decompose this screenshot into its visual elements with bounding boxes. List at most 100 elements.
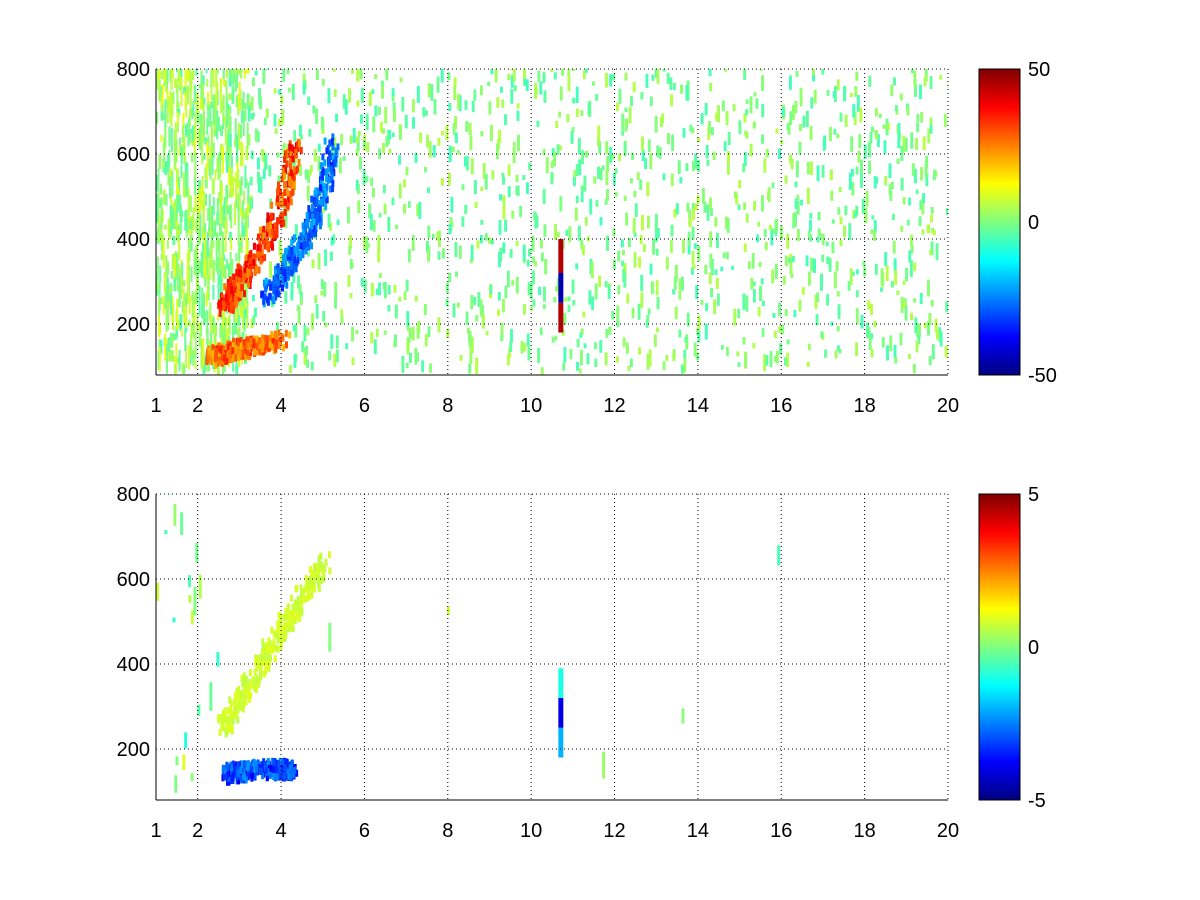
heatmap-cell	[156, 281, 159, 289]
heatmap-cell	[731, 265, 735, 270]
heatmap-cell	[191, 141, 195, 146]
heatmap-cell	[236, 295, 240, 303]
heatmap-cell	[577, 137, 581, 155]
heatmap-cell	[725, 346, 729, 356]
heatmap-cell	[293, 234, 297, 242]
heatmap-cell	[263, 293, 267, 301]
heatmap-cell	[209, 302, 212, 319]
heatmap-cell	[241, 332, 245, 347]
heatmap-cell	[332, 169, 336, 177]
heatmap-cell	[319, 171, 323, 179]
heatmap-cell	[278, 341, 282, 349]
heatmap-cell	[284, 607, 288, 615]
heatmap-cell	[308, 235, 312, 243]
heatmap-cell	[231, 760, 235, 768]
heatmap-cell	[836, 325, 840, 332]
heatmap-cell	[892, 240, 896, 254]
heatmap-cell	[283, 189, 287, 197]
heatmap-cell	[214, 221, 217, 237]
heatmap-cell	[916, 122, 920, 133]
heatmap-cell	[256, 171, 260, 183]
heatmap-cell	[198, 190, 201, 219]
heatmap-cell	[561, 69, 564, 76]
heatmap-cell	[287, 196, 291, 204]
heatmap-cell	[561, 329, 565, 336]
heatmap-cell	[206, 365, 210, 372]
heatmap-cell	[285, 151, 289, 168]
heatmap-cell	[375, 288, 379, 296]
heatmap-cell	[645, 73, 649, 88]
heatmap-cell	[284, 150, 288, 158]
heatmap-cell	[598, 275, 602, 288]
heatmap-cell	[217, 153, 220, 181]
heatmap-cell	[227, 128, 230, 158]
heatmap-cell	[433, 99, 437, 115]
heatmap-cell	[244, 260, 248, 268]
heatmap-cell	[515, 240, 519, 247]
heatmap-cell	[310, 231, 314, 239]
heatmap-cell	[747, 261, 751, 270]
heatmap-cell	[189, 235, 193, 252]
heatmap-cell	[405, 166, 409, 176]
heatmap-cell	[516, 103, 520, 109]
x-tick-label: 8	[442, 395, 453, 417]
heatmap-cell	[177, 108, 181, 115]
heatmap-cell	[236, 155, 239, 181]
heatmap-cell	[774, 355, 777, 362]
x-tick-label: 8	[442, 820, 453, 842]
heatmap-cell	[714, 269, 718, 275]
heatmap-cell	[216, 362, 220, 375]
heatmap-cell	[232, 357, 235, 372]
heatmap-cell	[322, 311, 326, 322]
heatmap-cell	[448, 102, 452, 112]
heatmap-cell	[738, 120, 742, 135]
heatmap-cell	[649, 96, 653, 106]
heatmap-cell	[794, 198, 798, 210]
heatmap-cell	[601, 165, 605, 171]
heatmap-cell	[860, 315, 864, 329]
heatmap-cell	[169, 91, 172, 122]
heatmap-cell	[382, 184, 386, 194]
heatmap-cell	[210, 315, 213, 332]
heatmap-cell	[331, 143, 335, 151]
heatmap-cell	[266, 761, 270, 769]
heatmap-cell	[319, 576, 323, 584]
heatmap-cell	[234, 202, 237, 226]
heatmap-cell	[894, 270, 898, 285]
heatmap-cell	[437, 317, 441, 333]
heatmap-cell	[807, 230, 811, 239]
heatmap-cell	[629, 358, 633, 368]
heatmap-cell	[298, 615, 302, 623]
heatmap-cell	[195, 542, 199, 563]
heatmap-cell	[252, 344, 256, 352]
heatmap-cell	[432, 145, 436, 158]
heatmap-cell	[655, 327, 659, 333]
heatmap-cell	[277, 192, 281, 200]
heatmap-cell	[441, 248, 445, 259]
heatmap-cell	[599, 340, 603, 353]
heatmap-cell	[584, 69, 588, 73]
heatmap-cell	[304, 584, 308, 592]
heatmap-cell	[242, 307, 245, 330]
heatmap-cell	[466, 327, 470, 335]
heatmap-cell	[770, 228, 774, 246]
heatmap-cell	[479, 234, 483, 244]
heatmap-cell	[323, 564, 327, 572]
heatmap-cell	[794, 212, 797, 227]
heatmap-cell	[248, 204, 252, 213]
heatmap-cell	[307, 577, 311, 585]
heatmap-cell	[574, 207, 578, 221]
heatmap-cell	[292, 617, 296, 625]
heatmap-cell	[324, 558, 328, 566]
heatmap-cell	[567, 296, 571, 302]
heatmap-cell	[328, 567, 332, 575]
heatmap-cell	[883, 140, 887, 154]
heatmap-cell	[691, 203, 695, 213]
heatmap-cell	[830, 321, 834, 326]
heatmap-cell	[273, 223, 277, 231]
heatmap-cell	[222, 94, 225, 124]
heatmap-cell	[225, 778, 229, 786]
heatmap-cell	[490, 239, 494, 245]
heatmap-cell	[272, 638, 276, 646]
heatmap-cell	[287, 249, 291, 257]
